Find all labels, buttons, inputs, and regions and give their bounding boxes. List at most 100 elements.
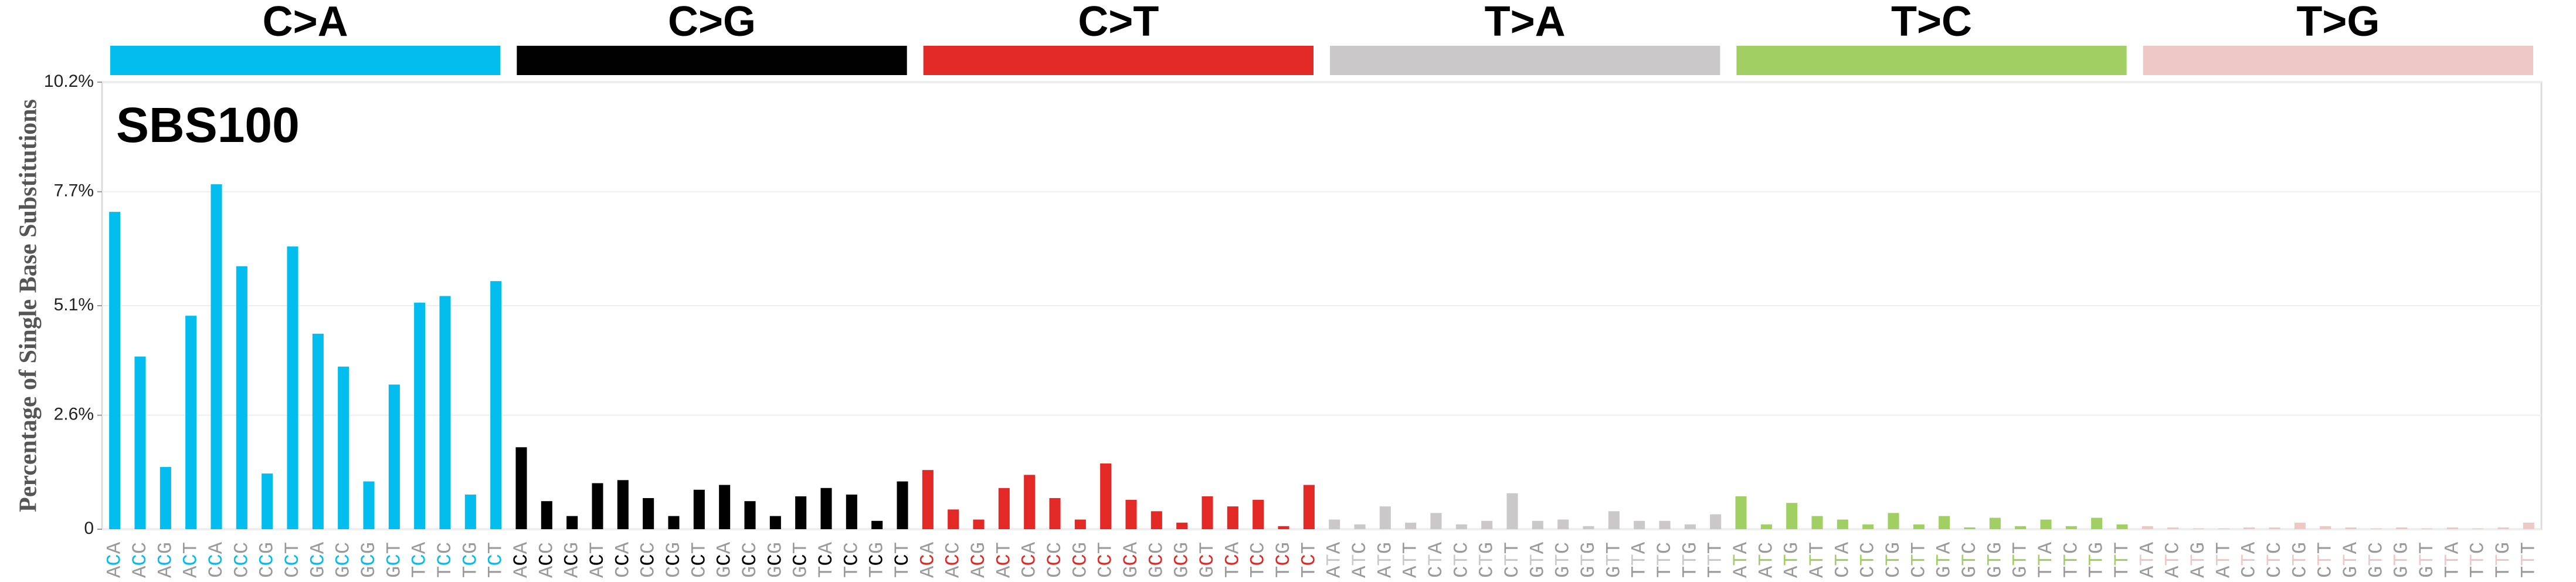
x-tick-label: CTA — [2239, 542, 2261, 578]
bar — [1506, 493, 1518, 529]
bar — [185, 316, 197, 529]
x-tick-label: TTG — [2493, 542, 2515, 578]
bar — [897, 481, 908, 529]
x-tick-label: CCT — [282, 542, 304, 578]
x-tick-label: ACG — [155, 542, 177, 578]
x-tick-label: TTG — [2086, 542, 2109, 578]
x-tick-label: CCG — [663, 542, 685, 578]
bar — [820, 488, 832, 529]
x-tick-label: GTA — [1934, 542, 1956, 578]
bar — [388, 384, 400, 529]
x-tick-label: CCC — [638, 542, 660, 578]
bar — [2396, 527, 2408, 529]
y-tick-label: 5.1% — [54, 295, 94, 314]
x-tick-label: GTC — [1959, 542, 1981, 578]
x-tick-label: GCC — [333, 542, 355, 578]
bar — [490, 281, 502, 529]
bar — [1939, 516, 1950, 529]
x-tick-label: ATG — [1781, 542, 1804, 578]
x-tick-label: GTC — [1553, 542, 1575, 578]
x-tick-label: TCC — [1248, 542, 1270, 578]
bar — [1583, 526, 1594, 529]
bar — [1253, 499, 1264, 529]
bar — [464, 494, 476, 529]
x-tick-label: GTG — [1984, 542, 2007, 578]
x-tick-label: ACC — [536, 542, 558, 578]
x-tick-label: GCG — [765, 542, 787, 578]
x-tick-label: ACG — [968, 542, 990, 578]
x-tick-label: CCT — [1095, 542, 1118, 578]
x-tick-label: CCG — [257, 542, 279, 578]
bar — [1024, 475, 1036, 529]
x-tick-label: ACA — [511, 542, 533, 578]
bar — [1989, 517, 2001, 529]
x-tick-label: CCT — [688, 542, 711, 578]
bar — [236, 266, 247, 529]
x-tick-label: TCT — [892, 542, 914, 578]
bar — [693, 489, 705, 529]
x-tick-label: GTT — [1603, 542, 1625, 578]
x-tick-label: ACT — [181, 542, 203, 578]
y-tick-label: 7.7% — [54, 181, 94, 201]
bar — [871, 520, 883, 529]
x-tick-label: TTC — [2061, 542, 2083, 578]
mutation-type-band — [2143, 46, 2533, 75]
x-tick-label: CTG — [1883, 542, 1905, 578]
x-tick-label: ATC — [1349, 542, 1372, 578]
bar — [2167, 527, 2179, 529]
x-tick-label: GCG — [1172, 542, 1194, 578]
x-tick-label: GTG — [1578, 542, 1600, 578]
x-tick-label: ACA — [917, 542, 939, 578]
bar — [2345, 527, 2357, 529]
bar — [2497, 527, 2509, 529]
x-tick-label: TTA — [1629, 542, 1651, 578]
bar — [1862, 524, 1874, 529]
bar — [719, 485, 731, 529]
x-tick-label: CTT — [1908, 542, 1930, 578]
mutation-type-label: C>T — [1078, 0, 1159, 45]
bar — [2116, 524, 2128, 529]
bar — [922, 470, 934, 529]
bar — [592, 483, 603, 529]
x-tick-label: GCA — [1121, 542, 1143, 578]
bar — [312, 333, 324, 529]
bar — [668, 516, 680, 529]
bar — [1532, 520, 1543, 529]
x-tick-label: TTC — [1654, 542, 1676, 578]
bar — [973, 519, 985, 529]
mutation-type-label: T>A — [1485, 0, 1566, 45]
x-tick-label: TCA — [816, 542, 838, 578]
bar — [1684, 524, 1696, 529]
x-tick-label: TCA — [1222, 542, 1244, 578]
bar — [1405, 522, 1417, 529]
bar — [1888, 513, 1899, 529]
x-tick-label: CTA — [1426, 542, 1448, 578]
bar — [2141, 526, 2153, 529]
x-tick-label: CTT — [1502, 542, 1524, 578]
x-tick-label: TCC — [435, 542, 457, 578]
x-tick-label: GCA — [714, 542, 737, 578]
x-tick-label: TCA — [409, 542, 432, 578]
bar — [1329, 519, 1340, 529]
mutation-type-band — [1330, 46, 1720, 75]
bar — [1100, 463, 1112, 529]
bar — [2320, 526, 2331, 529]
x-tick-label: ATG — [1374, 542, 1397, 578]
mutation-type-label: C>A — [263, 0, 348, 45]
bar — [744, 501, 756, 529]
x-tick-label: ATT — [1807, 542, 1829, 578]
x-tick-label: CCC — [231, 542, 253, 578]
x-tick-label: TTT — [1705, 542, 1727, 578]
mutation-type-label: C>G — [668, 0, 756, 45]
x-tick-label: ACT — [993, 542, 1016, 578]
bar — [1786, 503, 1798, 529]
x-tick-label: ATC — [1756, 542, 1778, 578]
x-tick-label: ATA — [1324, 542, 1346, 578]
mutation-type-band — [517, 46, 907, 75]
x-tick-label: ATT — [2213, 542, 2235, 578]
y-tick-label: 10.2% — [44, 72, 94, 91]
bar — [1735, 496, 1747, 529]
bar — [1150, 511, 1162, 529]
bar — [2269, 527, 2280, 529]
bar — [948, 509, 959, 529]
